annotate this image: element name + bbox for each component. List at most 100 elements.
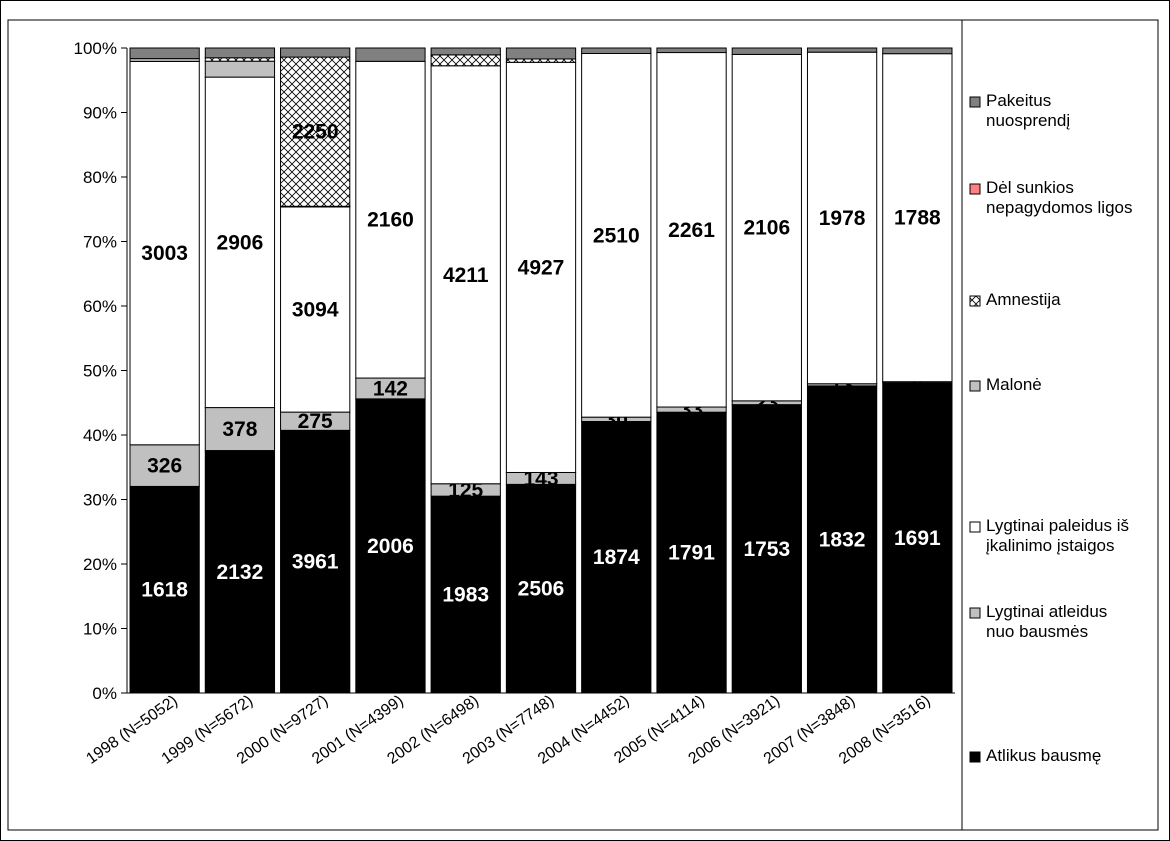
bar-segment xyxy=(581,53,652,418)
data-label: 3094 xyxy=(292,299,339,322)
legend-label: nuo bausmės xyxy=(986,622,1088,641)
legend-label: Amnestija xyxy=(986,290,1061,309)
bar-segment xyxy=(355,60,426,379)
bar-segment xyxy=(204,407,276,452)
bar-segment xyxy=(882,53,953,383)
y-axis: 0% 10% 20% 30% 40% 50% 60% 70% 80% 90% 100% xyxy=(74,39,128,703)
bar-segment xyxy=(430,495,501,694)
bar-segment xyxy=(355,47,426,62)
data-label: 2106 xyxy=(743,217,790,240)
bar-segment xyxy=(204,57,276,62)
data-label: 2132 xyxy=(217,561,264,584)
y-tick-label: 50% xyxy=(83,362,117,381)
data-label: 1874 xyxy=(593,546,640,569)
bar-segment xyxy=(280,56,351,207)
y-tick-label: 90% xyxy=(83,104,117,123)
legend-box xyxy=(961,19,1159,831)
bar-segment xyxy=(731,53,802,402)
data-label: 6 xyxy=(912,371,924,394)
data-label: 1983 xyxy=(442,584,489,607)
y-tick-label: 10% xyxy=(83,620,117,639)
data-label: 2160 xyxy=(367,209,414,232)
y-tick-label: 0% xyxy=(92,684,117,703)
legend-swatch xyxy=(969,96,981,108)
data-label: 1753 xyxy=(743,538,790,561)
bar-segment xyxy=(204,47,276,59)
data-label: 1978 xyxy=(819,207,866,230)
bar-segment xyxy=(882,382,953,694)
legend-label: Lygtinai paleidus iš xyxy=(986,516,1129,535)
data-label: 3003 xyxy=(141,242,188,265)
legend-label: Dėl sunkios xyxy=(986,178,1074,197)
y-tick-label: 20% xyxy=(83,555,117,574)
bar-segment xyxy=(280,47,351,58)
y-tick-label: 70% xyxy=(83,233,117,252)
bar-segment xyxy=(129,47,200,60)
bar-segment xyxy=(505,483,577,694)
data-label: 1788 xyxy=(894,207,941,230)
bar-segment xyxy=(430,47,501,56)
bar-segment xyxy=(581,47,652,55)
legend-swatch xyxy=(969,607,981,619)
bar-segment xyxy=(882,47,953,55)
legend-label: Atlikus bausmę xyxy=(986,746,1101,765)
data-label: 1791 xyxy=(668,542,715,565)
data-label: 2510 xyxy=(593,224,640,247)
data-label: 1691 xyxy=(894,527,941,550)
bars-group: 1618 326 3003 2132 378 2906 3961 275 3094 2250 200… xyxy=(129,47,953,694)
bar-segment xyxy=(505,47,577,60)
legend-label: nepagydomos ligos xyxy=(986,198,1132,217)
bar-segment xyxy=(280,206,351,413)
data-label: 3961 xyxy=(292,551,339,574)
bar-segment xyxy=(806,47,878,53)
bar-segment xyxy=(280,429,351,694)
legend-label: Lygtinai atleidus xyxy=(986,602,1107,621)
data-label: 378 xyxy=(222,418,257,441)
data-label: 2006 xyxy=(367,535,414,558)
bar-segment xyxy=(355,398,426,694)
bar-segment xyxy=(581,420,652,694)
y-tick-label: 60% xyxy=(83,297,117,316)
data-label: 2506 xyxy=(518,578,565,601)
data-label: 142 xyxy=(373,377,408,400)
x-axis: 1998 (N=5052)1999 (N=5672)2000 (N=9727)2… xyxy=(83,692,955,768)
data-label: 143 xyxy=(523,467,558,490)
legend-swatch xyxy=(969,380,981,392)
bar-segment xyxy=(731,404,802,694)
y-tick-label: 40% xyxy=(83,426,117,445)
y-tick-label: 30% xyxy=(83,491,117,510)
data-label: 275 xyxy=(298,410,333,433)
bar-segment xyxy=(204,60,276,78)
legend-swatch xyxy=(969,295,981,307)
legend-label: Malonė xyxy=(986,375,1042,394)
data-label: 1832 xyxy=(819,528,866,551)
data-label: 4927 xyxy=(518,256,565,279)
data-label: 4211 xyxy=(443,264,489,287)
bar-segment xyxy=(505,61,577,473)
legend-label: nuosprendį xyxy=(986,111,1070,130)
legend-swatch xyxy=(969,521,981,533)
data-label: 2261 xyxy=(668,219,715,242)
bar-segment xyxy=(806,51,878,385)
bar-segment xyxy=(430,54,501,67)
bar-segment xyxy=(656,411,727,694)
legend-label: Pakeitus xyxy=(986,91,1051,110)
bar-segment xyxy=(656,47,727,54)
data-label: 125 xyxy=(448,479,483,502)
bar-segment xyxy=(731,47,802,55)
bar-segment xyxy=(656,52,727,408)
legend-swatch xyxy=(969,751,981,763)
bar-segment xyxy=(806,385,878,694)
data-label: 1618 xyxy=(141,579,188,602)
bar-segment xyxy=(129,60,200,446)
y-tick-label: 100% xyxy=(74,39,117,58)
y-tick-label: 80% xyxy=(83,168,117,187)
legend-label: įkalinimo įstaigos xyxy=(986,536,1115,555)
data-label: 2906 xyxy=(217,231,264,254)
data-label: 2250 xyxy=(292,121,339,144)
bar-segment xyxy=(129,444,200,487)
legend-swatch xyxy=(969,183,981,195)
data-label: 326 xyxy=(147,455,182,478)
